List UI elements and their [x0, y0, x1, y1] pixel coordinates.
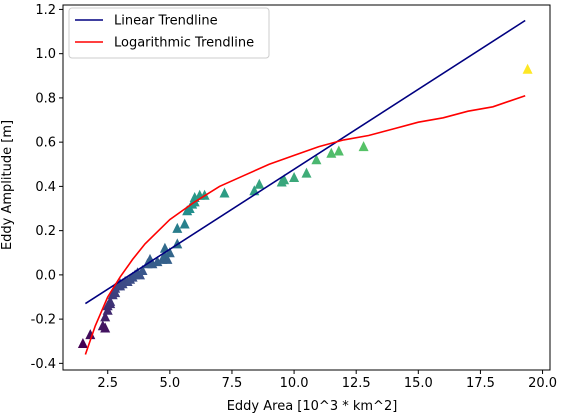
x-tick-label: 7.5	[222, 376, 243, 391]
y-tick-label: 0.8	[35, 91, 56, 106]
y-tick-label: -0.2	[31, 313, 56, 328]
data-point	[100, 322, 111, 333]
logarithmic-trendline-line	[84, 94, 526, 355]
y-tick-label: 1.0	[35, 47, 56, 62]
x-tick-label: 20.0	[528, 376, 557, 391]
data-point	[172, 222, 183, 233]
y-tick-label: 0.6	[35, 136, 56, 151]
data-point	[164, 247, 175, 258]
linear-trendline-line	[84, 19, 526, 305]
y-tick-label: -0.4	[31, 357, 56, 372]
x-tick-label: 12.5	[342, 376, 371, 391]
y-tick-label: 0.2	[35, 224, 56, 239]
legend-label-logarithmic-trendline: Logarithmic Trendline	[114, 36, 254, 51]
data-point	[100, 311, 111, 322]
y-tick-label: 1.2	[35, 3, 56, 18]
x-tick-label: 10.0	[280, 376, 309, 391]
legend-label-linear-trendline: Linear Trendline	[114, 14, 218, 29]
data-point	[137, 265, 148, 275]
x-tick-label: 17.5	[466, 376, 495, 391]
plot-frame	[62, 4, 551, 371]
plot-area	[77, 19, 533, 355]
legend: Linear Trendline Logarithmic Trendline	[68, 7, 270, 59]
y-tick-label: 0.0	[35, 268, 56, 283]
data-point	[179, 218, 190, 229]
data-point	[289, 172, 300, 182]
x-tick-label: 2.5	[97, 376, 118, 391]
data-point	[219, 187, 230, 198]
data-point	[333, 145, 344, 156]
x-axis-label: Eddy Area [10^3 * km^2]	[227, 399, 398, 413]
data-point	[85, 329, 96, 340]
data-point	[301, 167, 312, 178]
data-point	[77, 338, 88, 348]
data-point	[326, 147, 337, 158]
legend-box	[68, 7, 270, 59]
data-point	[311, 154, 322, 165]
y-axis-label: Eddy Amplitude [m]	[0, 120, 15, 250]
axes: 2.5 5.0 7.5 10.0 12.5 15.0 17.5 20.0 -0.4 -0.2 0.0…	[31, 3, 557, 391]
y-tick-label: 0.4	[35, 180, 56, 195]
data-point	[105, 295, 116, 306]
data-point	[162, 253, 173, 264]
x-tick-label: 15.0	[404, 376, 433, 391]
data-point	[254, 178, 265, 189]
data-point	[279, 174, 290, 185]
data-point	[522, 63, 533, 74]
x-tick-label: 5.0	[159, 376, 180, 391]
data-point	[358, 141, 369, 152]
